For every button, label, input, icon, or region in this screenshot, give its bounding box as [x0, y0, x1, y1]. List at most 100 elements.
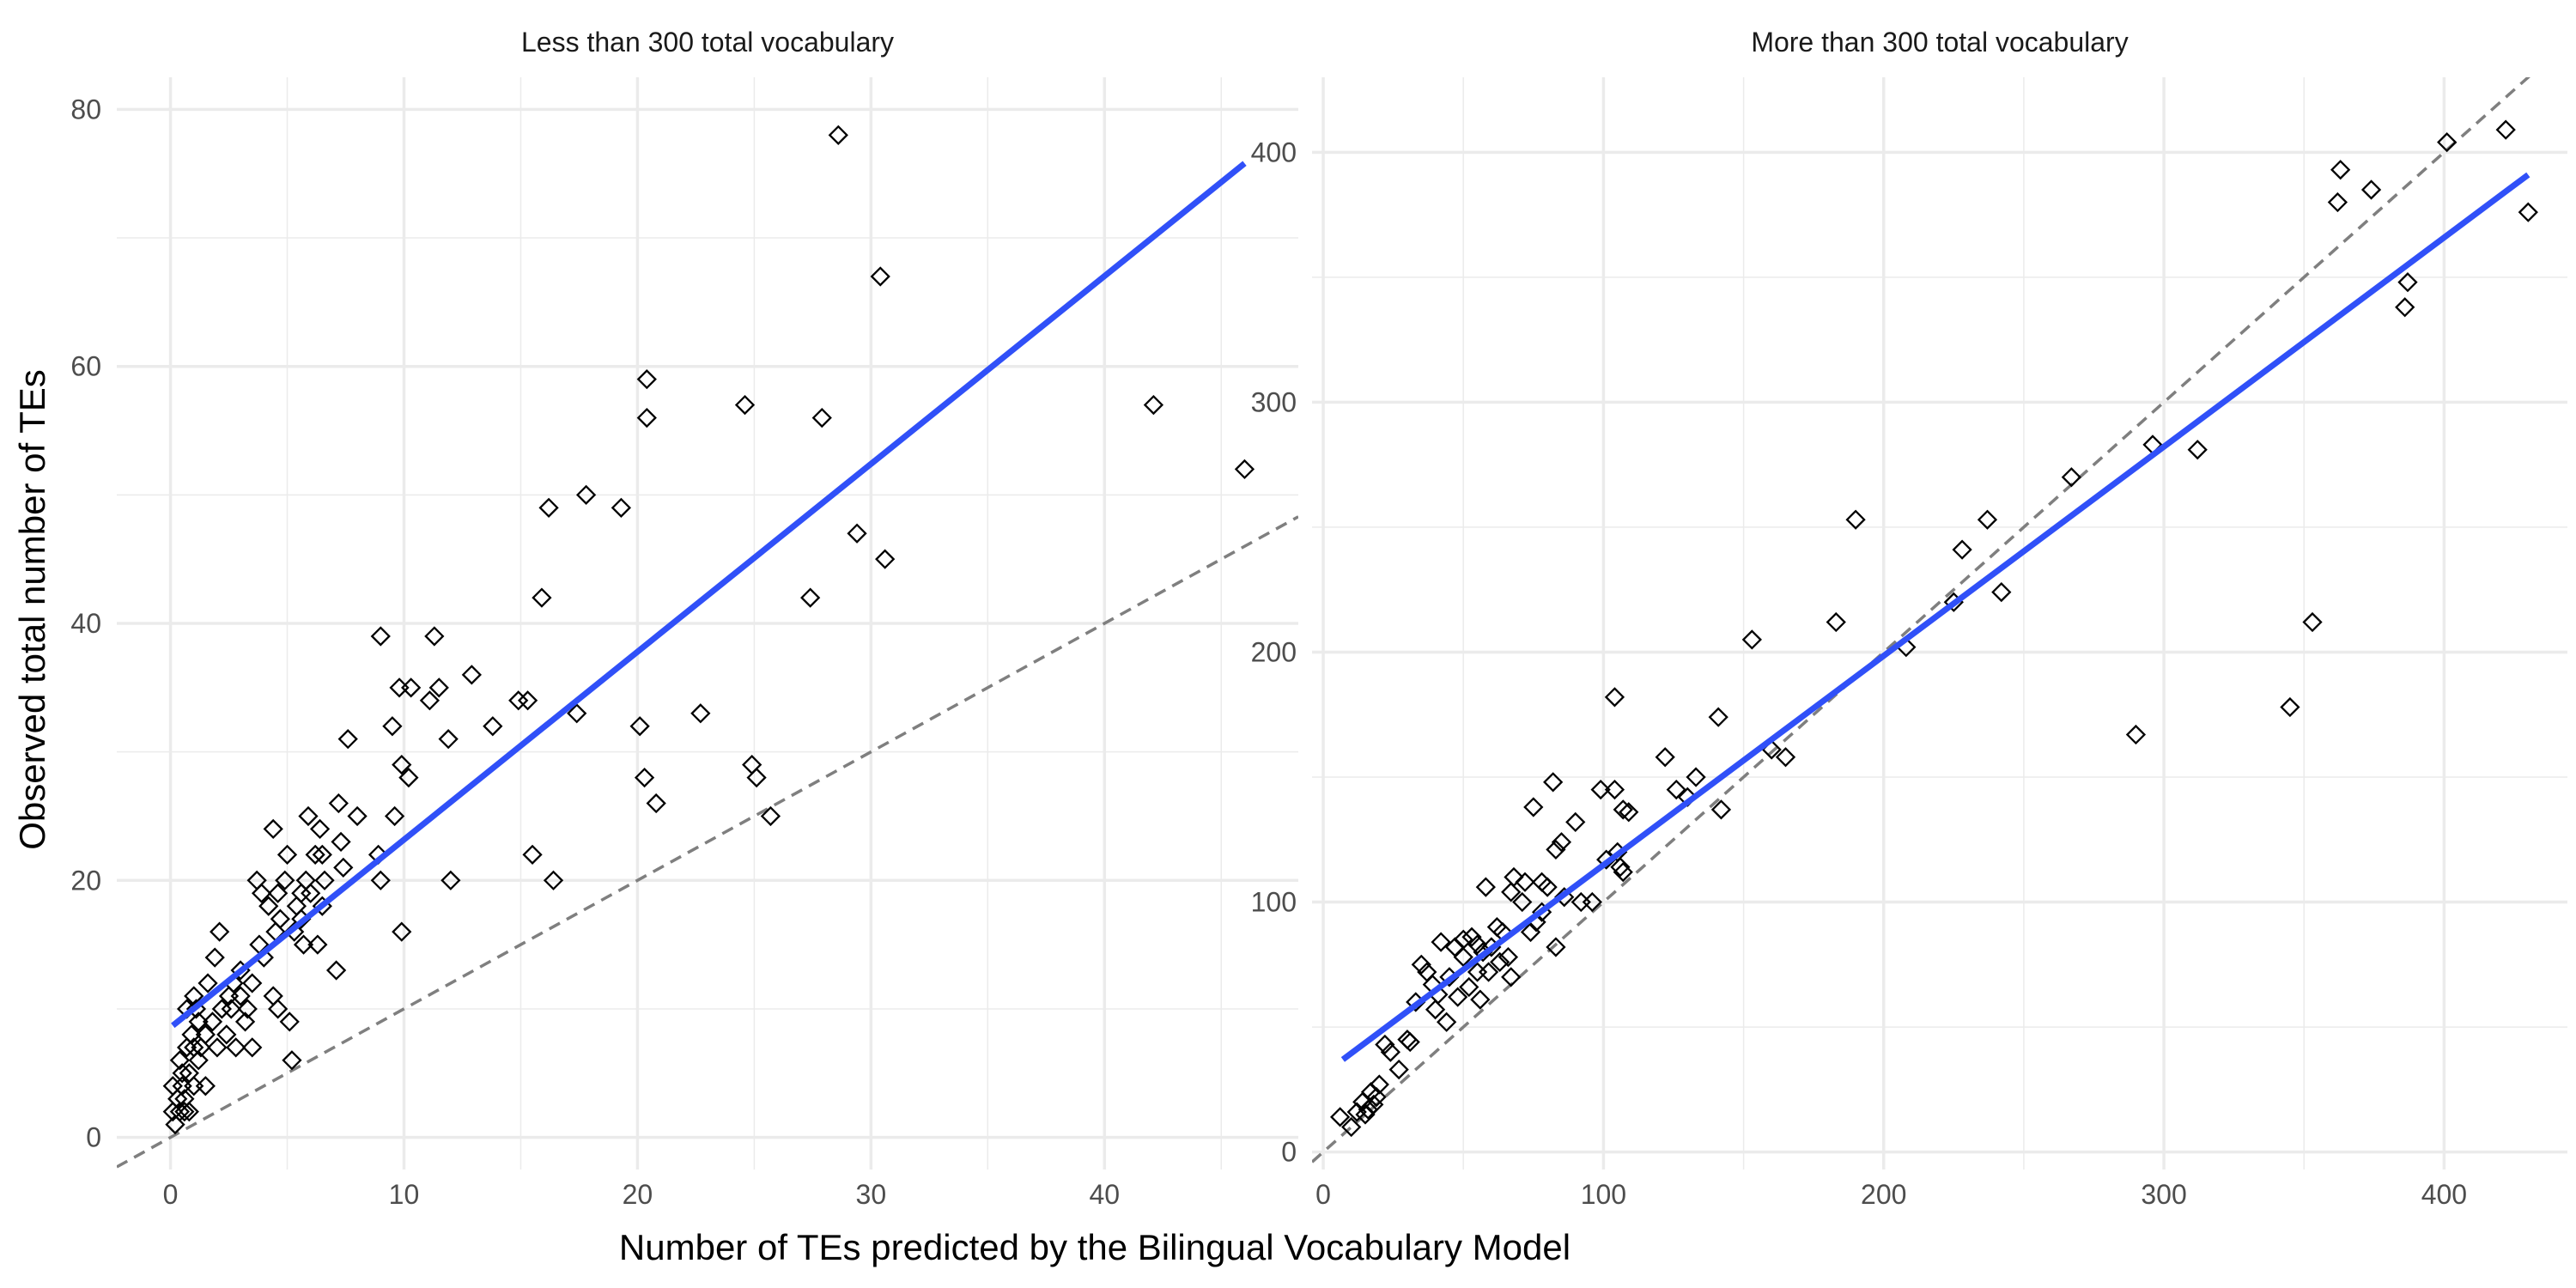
data-point: [1375, 1034, 1395, 1055]
data-point: [392, 754, 412, 775]
data-point: [197, 973, 218, 993]
data-point: [1775, 747, 1796, 768]
data-point: [279, 1012, 300, 1032]
data-point: [1501, 967, 1522, 987]
data-point: [1952, 539, 1972, 560]
x-tick-label: 30: [856, 1179, 887, 1210]
data-point: [1431, 932, 1451, 952]
data-point: [1619, 802, 1639, 823]
data-point: [1613, 861, 1633, 883]
data-point: [567, 703, 587, 724]
data-point: [298, 805, 319, 827]
data-point: [1400, 1031, 1420, 1053]
data-point: [1590, 779, 1611, 800]
data-point: [234, 1012, 256, 1032]
data-point: [828, 125, 848, 145]
y-tick-label: 80: [70, 94, 101, 125]
data-point: [337, 729, 358, 750]
data-point: [611, 497, 632, 518]
data-point: [1537, 877, 1558, 897]
data-point: [1582, 891, 1602, 913]
data-point: [636, 407, 657, 428]
data-point: [1470, 989, 1491, 1010]
data-point: [333, 857, 354, 878]
data-point: [195, 1024, 216, 1045]
data-point: [1991, 581, 2012, 603]
data-point: [167, 1089, 188, 1109]
data-point: [1666, 779, 1686, 800]
data-point: [191, 1037, 211, 1058]
data-point: [1486, 917, 1508, 938]
data-point: [1366, 1086, 1387, 1108]
data-point: [870, 266, 890, 287]
data-point: [424, 626, 445, 647]
data-point: [1467, 934, 1488, 955]
data-point: [1826, 611, 1846, 633]
data-point: [1234, 459, 1255, 480]
data-point: [268, 999, 289, 1019]
data-point: [1411, 954, 1431, 975]
y-tick-label: 40: [70, 608, 101, 639]
data-point: [2302, 611, 2323, 633]
data-point: [230, 986, 251, 1006]
data-point: [517, 690, 538, 711]
data-point: [291, 883, 312, 903]
data-point: [1453, 929, 1473, 950]
data-point: [2397, 272, 2418, 293]
data-point: [2327, 191, 2348, 213]
fit-line: [1340, 172, 2530, 1062]
data-point: [760, 805, 781, 827]
data-point: [1369, 1074, 1389, 1095]
data-point: [176, 1037, 197, 1058]
x-tick-label: 100: [1581, 1179, 1626, 1210]
y-tick-label: 100: [1251, 887, 1297, 918]
data-point: [202, 1012, 223, 1032]
data-point: [242, 1037, 263, 1058]
data-point: [1741, 629, 1762, 650]
data-point: [1330, 1107, 1351, 1127]
y-tick-label: 60: [70, 351, 101, 382]
data-point: [314, 870, 335, 890]
data-point: [1498, 946, 1519, 968]
data-point: [179, 1102, 199, 1122]
data-point: [1504, 866, 1524, 888]
data-point: [169, 1102, 191, 1122]
data-point: [172, 1063, 192, 1084]
data-point: [331, 831, 351, 853]
data-point: [211, 999, 232, 1019]
data-point: [1461, 927, 1482, 947]
y-axis-title: Observed total number of TEs: [12, 369, 52, 850]
data-point: [1425, 999, 1446, 1020]
data-point: [1437, 1012, 1457, 1032]
data-point: [800, 587, 821, 608]
data-point: [419, 690, 440, 711]
data-point: [1143, 394, 1164, 416]
data-point: [1512, 891, 1533, 913]
data-point: [2495, 119, 2516, 140]
data-point: [2518, 202, 2538, 222]
data-point: [169, 1050, 191, 1071]
data-point: [1475, 877, 1496, 897]
y-tick-label: 300: [1251, 386, 1297, 417]
data-point: [398, 767, 419, 788]
data-point: [301, 883, 321, 903]
data-point: [1341, 1116, 1362, 1138]
data-point: [216, 1024, 237, 1045]
data-point: [370, 626, 391, 647]
data-point: [1554, 887, 1575, 908]
data-point: [270, 908, 290, 929]
data-point: [2395, 297, 2415, 318]
data-point: [461, 665, 482, 685]
data-point: [293, 934, 314, 955]
data-point: [263, 818, 283, 840]
y-tick-label: 0: [86, 1122, 101, 1153]
data-point: [382, 716, 403, 737]
data-point: [251, 883, 272, 903]
panel-title: Less than 300 total vocabulary: [521, 27, 894, 58]
data-point: [188, 1012, 209, 1032]
data-point: [184, 986, 204, 1006]
data-point: [746, 767, 767, 788]
